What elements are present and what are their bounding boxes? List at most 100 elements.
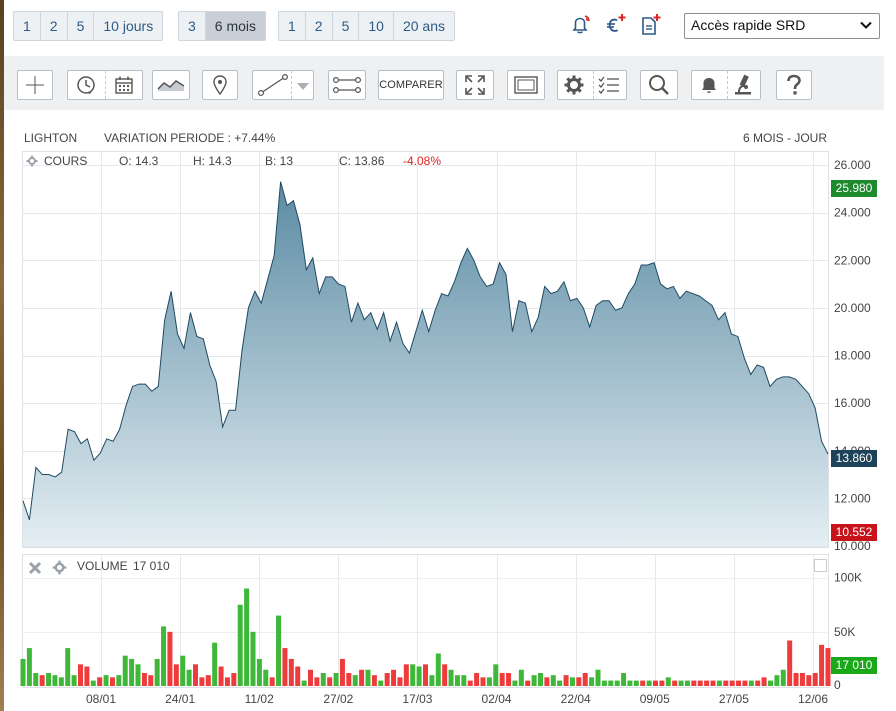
period-button-years-0[interactable]: 1: [279, 12, 306, 40]
min-price-badge: 10.552: [831, 524, 877, 541]
period-button-years-1[interactable]: 2: [306, 12, 333, 40]
pin-icon: [213, 75, 227, 96]
volume-bar: [621, 673, 627, 686]
period-button-years-3[interactable]: 10: [359, 12, 394, 40]
price-tick-label: 20.000: [834, 301, 871, 315]
period-group-years: 1 2 5 10 20 ans: [278, 11, 456, 41]
volume-bar: [97, 677, 103, 686]
volume-bar: [365, 669, 371, 686]
volume-bar: [78, 664, 83, 686]
trendline-icon: [257, 73, 289, 97]
volume-bar: [697, 680, 703, 686]
volume-bar: [308, 669, 313, 686]
period-button-months-0[interactable]: 3: [179, 12, 206, 40]
ohlc-open: O: 14.3: [119, 154, 159, 168]
marker-button[interactable]: [202, 70, 238, 100]
price-tick-label: 10.000: [834, 539, 871, 553]
volume-bar: [314, 677, 320, 686]
volume-bar: [199, 677, 205, 686]
window-edge: [0, 0, 4, 711]
volume-bar: [129, 658, 135, 686]
volume-bar: [403, 664, 409, 686]
volume-bar: [684, 680, 690, 686]
volume-bar: [806, 675, 812, 686]
volume-settings-gear-icon[interactable]: [52, 560, 67, 575]
compare-label: COMPARER: [379, 79, 443, 91]
x-tick-label: 02/04: [482, 692, 512, 706]
document-add-icon[interactable]: [637, 12, 663, 38]
trendline-button[interactable]: [252, 70, 314, 100]
volume-bar: [135, 664, 141, 686]
period-button-days-2[interactable]: 5: [68, 12, 95, 40]
volume-bar: [633, 680, 639, 686]
volume-plot-area[interactable]: [22, 554, 829, 688]
frame-button[interactable]: [507, 70, 545, 100]
time-range-button[interactable]: [67, 70, 143, 100]
chart-type-button[interactable]: [152, 70, 190, 100]
volume-bar: [122, 655, 128, 686]
dropdown-arrow-icon[interactable]: [296, 81, 310, 91]
last-price-badge: 13.860: [831, 450, 877, 467]
volume-panel-checkbox[interactable]: [814, 559, 827, 572]
volume-bar: [109, 677, 115, 686]
volume-bar: [716, 680, 722, 686]
period-button-years-2[interactable]: 5: [333, 12, 360, 40]
volume-bar: [180, 655, 186, 686]
volume-bar: [710, 680, 716, 686]
help-button[interactable]: [776, 70, 812, 100]
compare-button[interactable]: COMPARER: [378, 70, 444, 100]
x-tick-label: 11/02: [245, 692, 274, 706]
calendar-icon: [115, 76, 133, 94]
period-button-days-0[interactable]: 1: [14, 12, 41, 40]
volume-bar: [244, 588, 250, 686]
volume-value: 17 010: [133, 559, 170, 573]
compare-nodes-button[interactable]: [328, 70, 366, 100]
search-button[interactable]: [640, 70, 678, 100]
volume-bar: [653, 680, 658, 686]
volume-bar: [768, 680, 773, 686]
volume-bar: [250, 631, 256, 686]
volume-bar: [141, 673, 147, 686]
settings-button[interactable]: [557, 70, 627, 100]
volume-bar: [812, 673, 818, 686]
alerts-tools-button[interactable]: [691, 70, 761, 100]
volume-bar: [793, 673, 799, 686]
volume-bar: [384, 673, 390, 686]
period-button-days-1[interactable]: 2: [41, 12, 68, 40]
period-button-days-3[interactable]: 10 jours: [103, 18, 154, 34]
volume-bar: [563, 675, 569, 686]
fullscreen-icon: [465, 75, 485, 95]
volume-bar: [33, 673, 39, 686]
volume-bar: [704, 680, 710, 686]
volume-bar: [256, 658, 262, 686]
volume-bar: [627, 680, 633, 686]
volume-bar: [755, 680, 761, 686]
volume-bar: [39, 675, 45, 686]
price-plot-area[interactable]: [22, 151, 829, 548]
volume-bar: [71, 675, 77, 686]
volume-bar: [819, 644, 825, 686]
volume-bar: [582, 673, 588, 686]
volume-bar: [525, 680, 531, 686]
volume-bar: [531, 675, 537, 686]
x-tick-label: 08/01: [86, 692, 116, 706]
period-variation: VARIATION PERIODE : +7.44%: [104, 131, 276, 145]
period-button-months-1[interactable]: 6 mois: [205, 12, 266, 40]
close-icon[interactable]: [28, 561, 42, 575]
volume-bar: [442, 664, 448, 686]
fullscreen-button[interactable]: [456, 70, 494, 100]
price-settings-gear-icon[interactable]: [26, 155, 38, 167]
bell-alert-icon[interactable]: [567, 12, 593, 38]
euro-add-icon[interactable]: [602, 12, 628, 38]
price-tick-label: 22.000: [834, 253, 871, 267]
period-button-years-4[interactable]: 20 ans: [402, 18, 446, 34]
volume-bar: [84, 666, 90, 686]
volume-bar: [467, 680, 473, 686]
volume-bar: [608, 680, 614, 686]
quick-access-select[interactable]: Accès rapide SRD: [684, 13, 880, 39]
volume-bar: [691, 680, 697, 686]
x-tick-label: 27/05: [719, 692, 749, 706]
volume-bar: [589, 677, 595, 686]
crosshair-button[interactable]: [17, 70, 53, 100]
